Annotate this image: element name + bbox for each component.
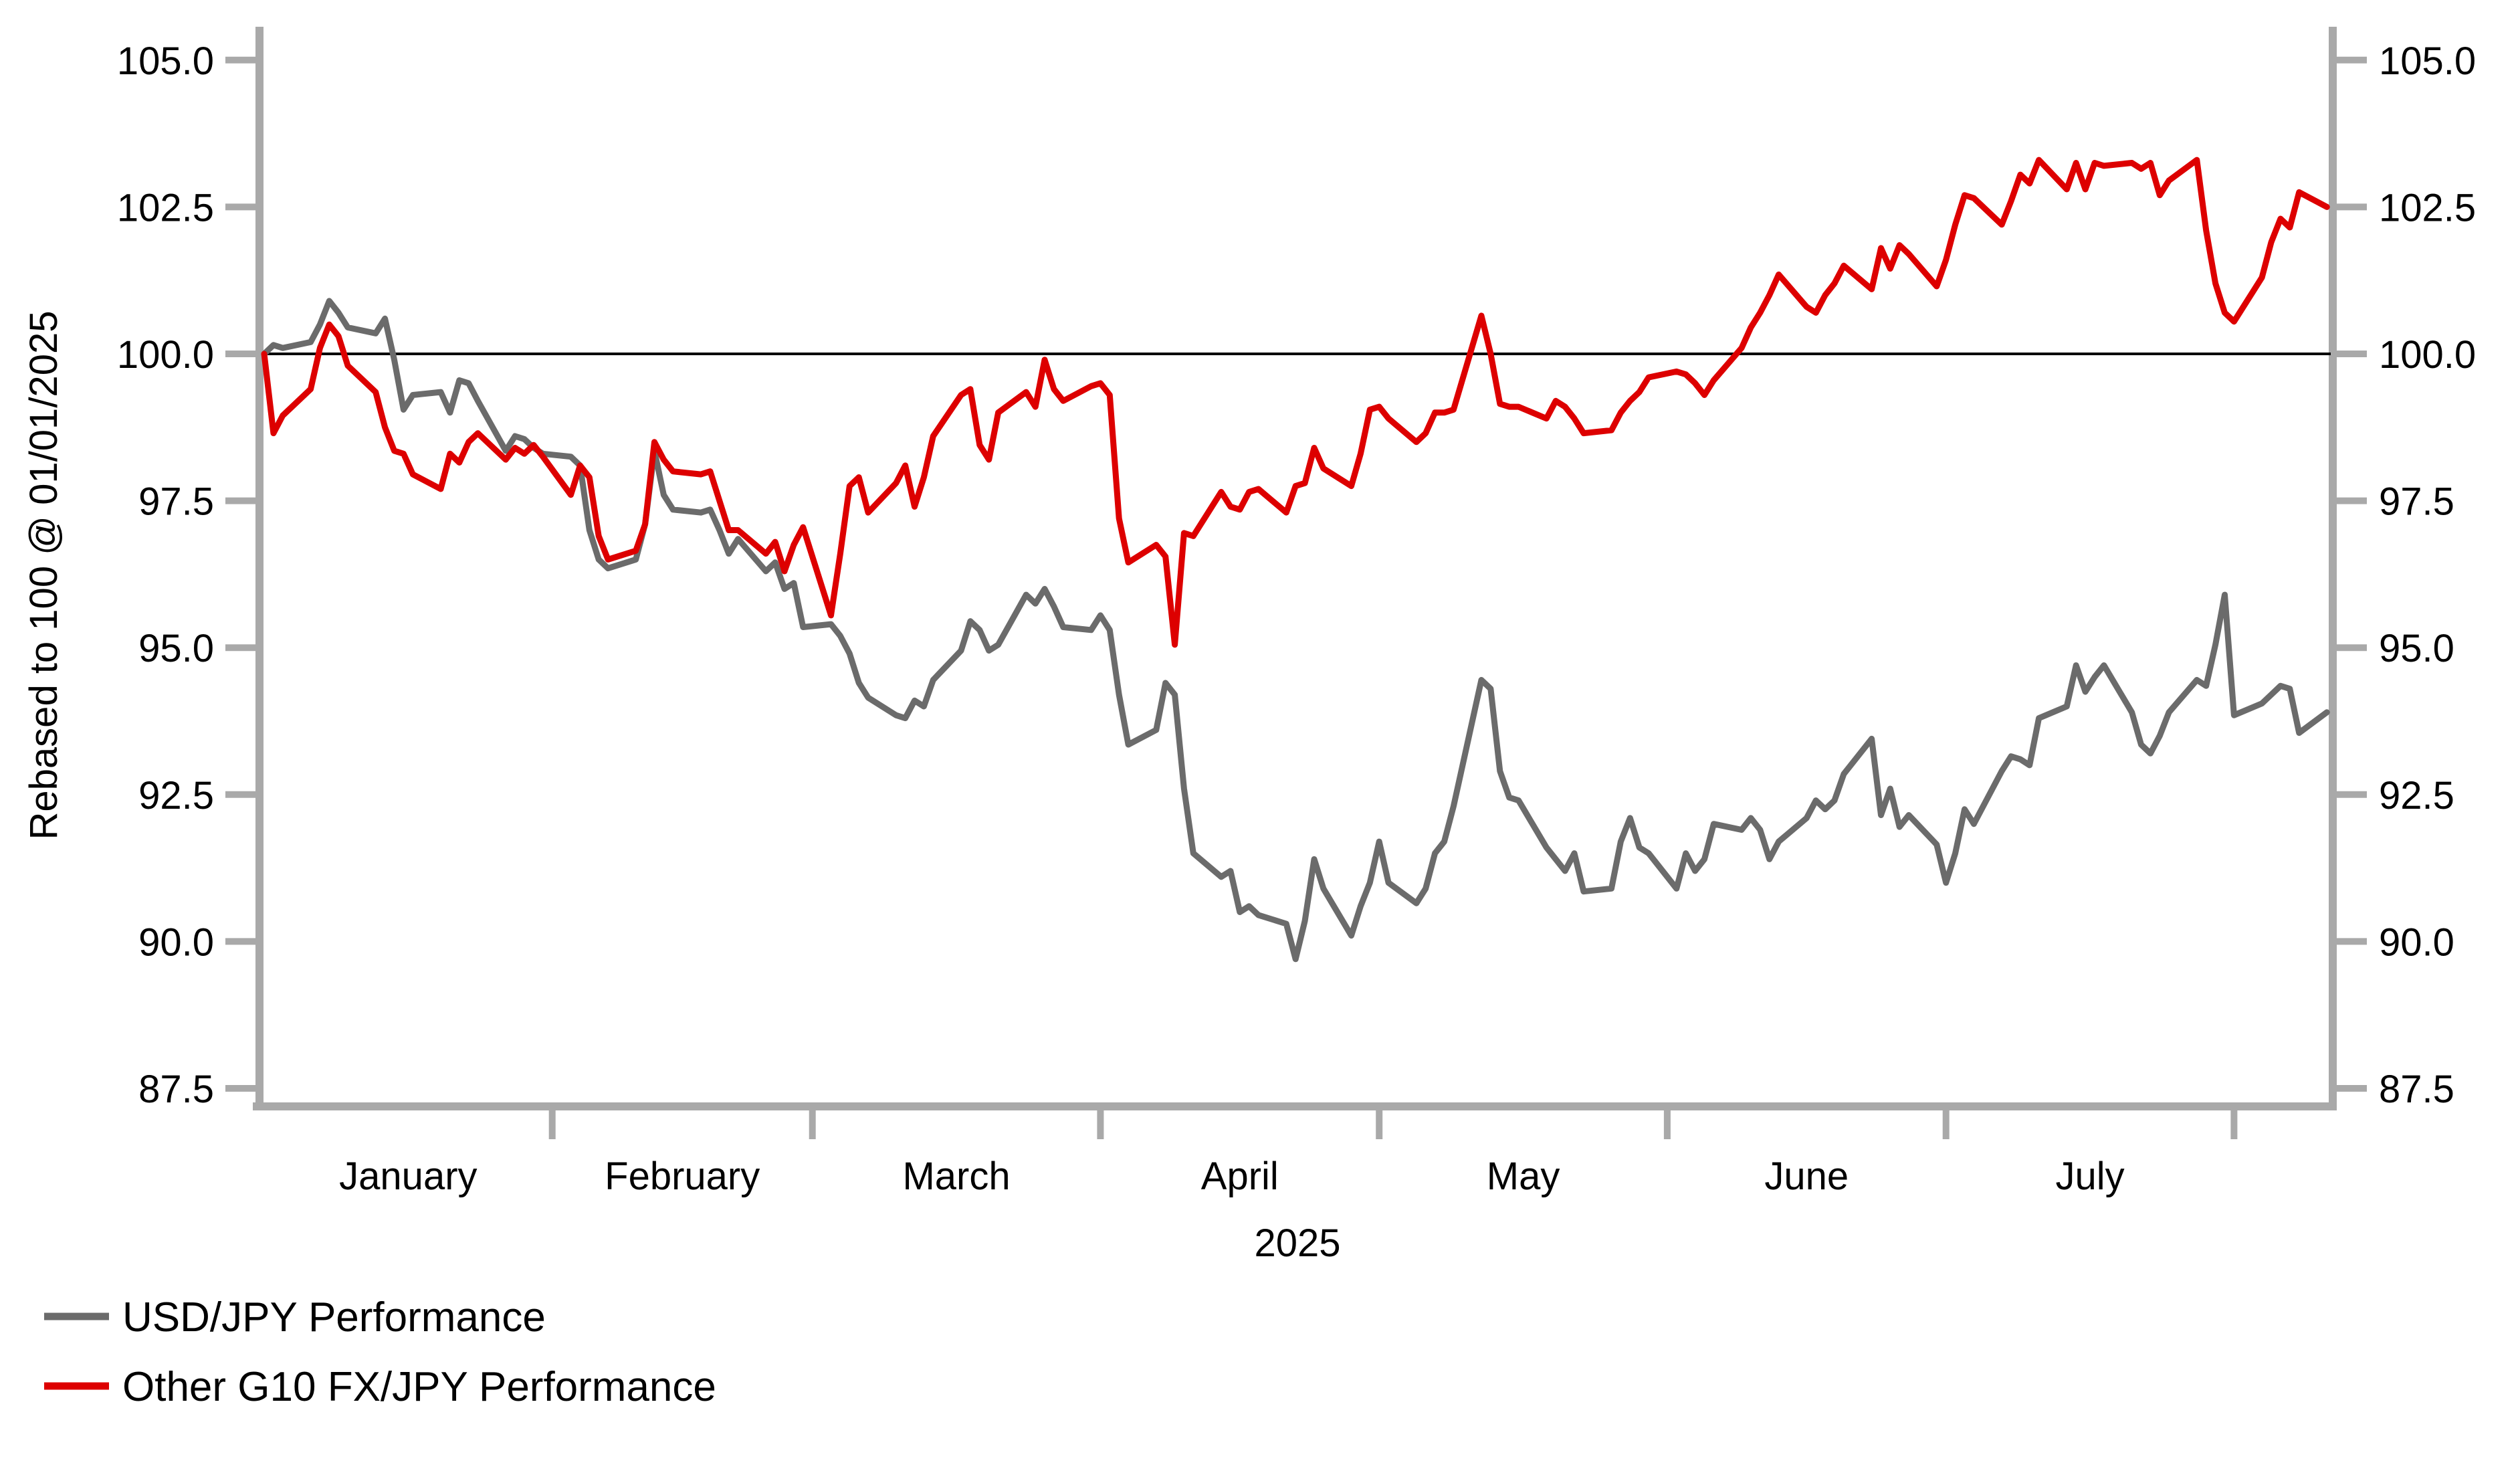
y-tick-label-left: 92.5 (138, 774, 214, 817)
legend: USD/JPY Performance Other G10 FX/JPY Per… (44, 1294, 716, 1410)
x-month-label: May (1487, 1155, 1560, 1198)
axes: 87.5 87.5 90.0 90.0 92.5 92.5 95.0 95.0 97.5 97.5… (117, 27, 2476, 1139)
y-tick-label-left: 87.5 (138, 1068, 214, 1111)
y-tick-label-right: 92.5 (2379, 774, 2454, 817)
x-month-label: January (339, 1155, 477, 1198)
y-tick-label-right: 100.0 (2379, 333, 2476, 377)
y-tick-label-right: 97.5 (2379, 480, 2454, 524)
x-month-label: June (1764, 1155, 1849, 1198)
x-month-label: March (902, 1155, 1010, 1198)
y-tick-label-left: 102.5 (117, 186, 214, 229)
other-g10-fx-jpy-performance-line (261, 157, 2330, 648)
y-tick-label-left: 105.0 (117, 39, 214, 83)
x-axis-year-label: 2025 (1254, 1221, 1340, 1265)
y-tick-label-left: 90.0 (138, 920, 214, 964)
legend-label-usd-jpy: USD/JPY Performance (122, 1294, 546, 1341)
y-tick-label-left: 100.0 (117, 333, 214, 377)
y-tick-label-right: 87.5 (2379, 1068, 2454, 1111)
y-axis-title: Rebased to 100 @ 01/01/2025 (22, 311, 66, 840)
y-tick-label-left: 97.5 (138, 480, 214, 524)
y-tick-label-right: 102.5 (2379, 186, 2476, 229)
x-month-label: February (605, 1155, 760, 1198)
y-tick-label-right: 90.0 (2379, 920, 2454, 964)
usd-jpy-performance-line (261, 298, 2330, 963)
x-month-label: April (1201, 1155, 1279, 1198)
y-tick-label-left: 95.0 (138, 627, 214, 670)
data-series (261, 157, 2330, 963)
x-month-label: July (2055, 1155, 2124, 1198)
y-tick-label-right: 105.0 (2379, 39, 2476, 83)
y-tick-label-right: 95.0 (2379, 627, 2454, 670)
legend-label-other-g10: Other G10 FX/JPY Performance (122, 1364, 716, 1410)
x-axis-month-labels: January February March April May June July (339, 1155, 2124, 1198)
